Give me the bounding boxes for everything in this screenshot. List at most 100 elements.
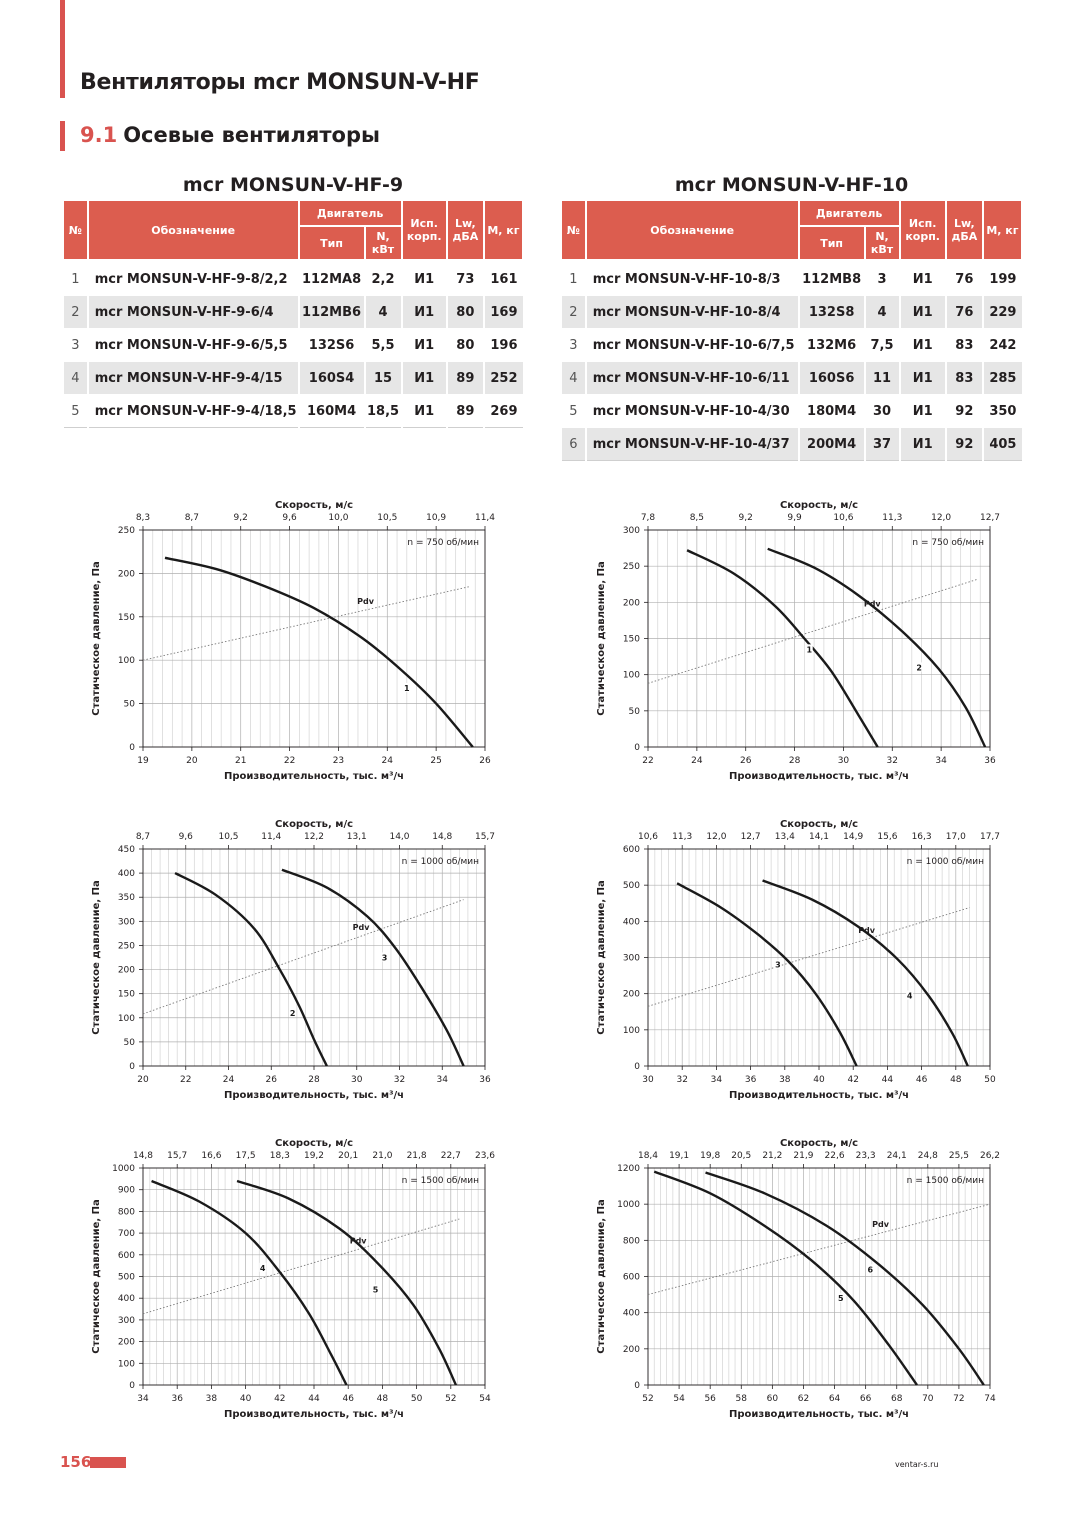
y-tick-label: 1200	[617, 1164, 640, 1174]
speed-tick-label: 8,5	[690, 513, 704, 523]
cell-power: 30	[863, 394, 900, 428]
table-title-10: mcr MONSUN-V-HF-10	[674, 174, 909, 196]
speed-tick-label: 18,4	[638, 1151, 658, 1161]
speed-tick-label: 22,7	[441, 1151, 461, 1161]
cell-mass: 285	[981, 361, 1022, 395]
section-name: Осевые вентиляторы	[123, 123, 380, 147]
plot-frame	[142, 529, 486, 748]
cell-power: 3	[863, 263, 900, 296]
curve-label-2: 2	[916, 663, 922, 672]
cell-lw: 83	[944, 328, 983, 362]
speed-tick-label: 15,7	[167, 1151, 187, 1161]
header-name: Обозначение	[584, 199, 800, 261]
x-tick-label: 50	[411, 1394, 423, 1404]
x-tick-label: 24	[382, 756, 394, 766]
x-tick-label: 54	[479, 1394, 491, 1404]
curve-label-5: 5	[373, 1286, 379, 1295]
x-tick-label: 28	[308, 1075, 320, 1085]
speed-tick-label: 14,8	[133, 1151, 153, 1161]
y-tick-label: 250	[118, 941, 135, 951]
site-url: ventar-s.ru	[895, 1460, 939, 1469]
y-tick-label: 450	[118, 845, 135, 855]
y-tick-label: 700	[118, 1229, 135, 1239]
cell-power: 37	[863, 427, 900, 461]
y-tick-label: 50	[629, 707, 641, 717]
y-tick-label: 200	[118, 569, 135, 579]
fan-curve-4	[151, 1179, 348, 1386]
top-accent-bar	[60, 0, 65, 98]
speed-tick-label: 23,3	[856, 1151, 876, 1161]
cell-mass: 169	[482, 295, 523, 329]
y-axis-title: Статическое давление, Па	[596, 561, 607, 716]
x-axis-title: Производительность, тыс. м³/ч	[224, 771, 404, 782]
cell-housing: И1	[400, 328, 447, 362]
y-tick-label: 100	[623, 1026, 640, 1036]
cell-no: 4	[62, 361, 88, 395]
cell-name: mcr MONSUN-V-HF-10-8/4	[584, 295, 799, 329]
speed-tick-label: 19,8	[700, 1151, 720, 1161]
cell-name: mcr MONSUN-V-HF-10-4/37	[584, 427, 799, 461]
x-tick-label: 26	[479, 756, 491, 766]
y-tick-label: 100	[118, 656, 135, 666]
curve-label-bg	[289, 1007, 297, 1017]
cell-mass: 405	[981, 427, 1022, 461]
x-tick-label: 42	[847, 1075, 858, 1085]
x-tick-label: 26	[740, 756, 752, 766]
curve-label-bg	[259, 1262, 267, 1272]
x-tick-label: 70	[922, 1394, 934, 1404]
page-title: Вентиляторы mcr MONSUN-V-HF	[80, 70, 480, 95]
y-tick-label: 350	[118, 893, 135, 903]
x-tick-label: 66	[860, 1394, 872, 1404]
curve-label-2: 2	[290, 1009, 296, 1018]
cell-housing: И1	[898, 295, 946, 329]
cell-mass: 161	[482, 263, 523, 296]
x-tick-label: 46	[342, 1394, 354, 1404]
y-axis-title: Статическое давление, Па	[91, 1199, 102, 1354]
table-row: 2 mcr MONSUN-V-HF-10-8/4 132S8 4 И1 76 229	[560, 295, 1022, 329]
header-power: N, кВт	[363, 225, 403, 261]
x-tick-label: 60	[767, 1394, 779, 1404]
curve-label-bg	[774, 959, 782, 969]
cell-type: 160M4	[297, 394, 365, 428]
y-tick-label: 100	[118, 1359, 135, 1369]
pdv-line	[647, 907, 970, 1007]
y-axis-title: Статическое давление, Па	[596, 880, 607, 1035]
pdv-line	[142, 1218, 460, 1315]
x-tick-label: 20	[186, 756, 198, 766]
cell-power: 7,5	[863, 328, 900, 362]
y-tick-label: 250	[118, 526, 135, 536]
cell-type: 132S8	[797, 295, 865, 329]
cell-lw: 76	[944, 263, 983, 296]
curve-label-bg	[381, 952, 389, 962]
y-tick-label: 600	[623, 1273, 640, 1283]
rpm-label: n = 1000 об/мин	[907, 857, 984, 867]
cell-no: 5	[62, 394, 88, 428]
cell-lw: 89	[445, 394, 484, 428]
cell-name: mcr MONSUN-V-HF-9-4/15	[86, 361, 299, 395]
speed-axis-title: Скорость, м/с	[275, 819, 353, 830]
cell-power: 5,5	[363, 328, 402, 362]
cell-housing: И1	[898, 427, 946, 461]
x-tick-label: 22	[284, 756, 295, 766]
cell-no: 2	[560, 295, 586, 329]
x-tick-label: 22	[642, 756, 653, 766]
y-tick-label: 50	[124, 700, 136, 710]
fan-curve-1	[686, 549, 879, 748]
y-tick-label: 150	[118, 990, 135, 1000]
spec-table-9: № Обозначение Двигатель Исп. корп. Lw, дБА М,…	[62, 199, 525, 428]
speed-tick-label: 10,6	[638, 832, 658, 842]
y-tick-label: 200	[623, 598, 640, 608]
speed-tick-label: 8,3	[136, 513, 150, 523]
curve-label-1: 1	[404, 684, 410, 693]
table-row: 3 mcr MONSUN-V-HF-10-6/7,5 132M6 7,5 И1 83 242	[560, 328, 1022, 362]
cell-mass: 199	[981, 263, 1022, 296]
curve-label-3: 3	[775, 961, 781, 970]
y-tick-label: 400	[623, 1309, 640, 1319]
section-number: 9.1	[80, 123, 118, 147]
x-tick-label: 30	[642, 1075, 654, 1085]
speed-tick-label: 20,5	[731, 1151, 751, 1161]
y-tick-label: 100	[623, 671, 640, 681]
y-tick-label: 0	[634, 1381, 640, 1391]
speed-tick-label: 11,4	[475, 513, 495, 523]
y-tick-label: 1000	[617, 1200, 640, 1210]
